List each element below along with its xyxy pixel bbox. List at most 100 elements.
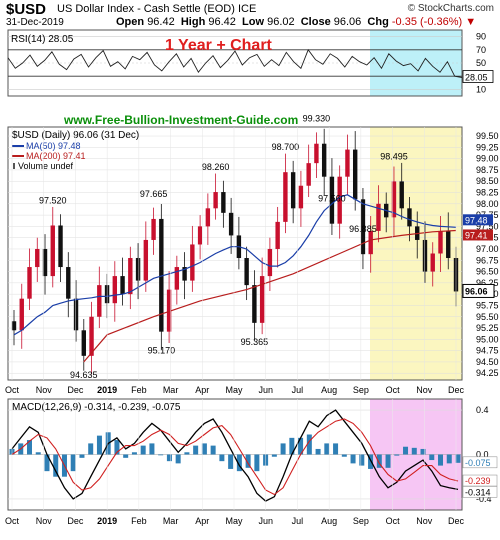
price-candle-body (182, 267, 187, 281)
ma200-line (83, 229, 457, 363)
price-candle-body (135, 258, 141, 281)
price-x-tick-label: Apr (195, 385, 209, 395)
price-candle-body (329, 176, 335, 224)
price-candle-body (360, 199, 366, 255)
macd-value-label: -0.314 (465, 487, 491, 497)
chg-value: -0.35 (-0.36%) (391, 16, 463, 28)
chart-symbol: $USD (6, 1, 47, 18)
macd-line (11, 409, 459, 502)
chart-date: 31-Dec-2019 (6, 17, 64, 28)
macd-x-tick-label: May (225, 516, 243, 526)
macd-tick-label: 0.0 (476, 450, 489, 460)
macd-histogram-bar (455, 454, 461, 463)
macd-histogram-bar (201, 443, 207, 455)
macd-x-tick-label: Oct (5, 516, 20, 526)
rsi-tick-label: 90 (476, 32, 486, 42)
rsi-tick-label: 70 (476, 45, 486, 55)
macd-x-tick-label: Apr (195, 516, 209, 526)
last-price-box (462, 283, 495, 298)
macd-histogram-bar (123, 454, 129, 458)
price-tick-label: 97.00 (476, 244, 499, 254)
price-point-label: 96.885 (349, 224, 377, 234)
price-candle-body (151, 218, 156, 240)
close-label: Close (300, 16, 331, 28)
ohlc-readout: Open 96.42 High 96.42 Low 96.02 Close 96… (116, 16, 476, 28)
price-panel-frame (7, 126, 463, 381)
price-candle-body (27, 267, 32, 299)
price-tick-label: 95.75 (476, 300, 499, 310)
ma50-legend-label: MA(50) 97.48 (26, 141, 81, 151)
macd-histogram-bar (219, 454, 225, 462)
price-candle-body (368, 230, 373, 255)
macd-histogram-bar (446, 454, 452, 464)
macd-histogram-bar (420, 448, 426, 455)
price-candle-body (430, 253, 435, 272)
macd-histogram-bar (350, 454, 356, 464)
macd-x-tick-label: Feb (131, 516, 147, 526)
price-tick-label: 98.00 (476, 199, 499, 209)
macd-histogram-bar (280, 443, 286, 455)
macd-x-tick-label: Dec (67, 516, 84, 526)
rsi-last-value-label: 28.05 (465, 73, 488, 83)
rsi-legend: RSI(14) 28.05 (11, 34, 74, 45)
price-point-label: 94.635 (70, 370, 98, 380)
price-tick-label: 95.50 (476, 312, 499, 322)
price-tick-label: 97.50 (476, 221, 499, 231)
price-point-label: 95.365 (241, 337, 269, 347)
macd-signal-line (11, 418, 459, 496)
macd-x-tick-label: Aug (321, 516, 337, 526)
price-candle-body (267, 248, 273, 277)
macd-tick-label: 0.4 (476, 405, 489, 415)
ma200-value-box (463, 229, 493, 241)
price-point-label: 98.495 (380, 151, 408, 161)
macd-histogram-bar (96, 435, 102, 455)
volume-legend-swatch (13, 163, 15, 169)
ma50-value-label: 97.48 (465, 215, 488, 225)
price-tick-label: 99.25 (476, 142, 499, 152)
rsi-line (7, 48, 463, 78)
macd-histogram-bar (403, 446, 409, 455)
price-tick-label: 94.50 (476, 357, 499, 367)
price-x-tick-label: Dec (67, 385, 84, 395)
macd-value-box (462, 486, 498, 498)
price-candle-body (345, 149, 350, 177)
instrument-name: US Dollar Index - Cash Settle (EOD) ICE (57, 3, 257, 15)
price-candle-body (159, 218, 164, 332)
price-candle-body (120, 276, 125, 295)
price-candle-body (35, 248, 40, 268)
macd-x-tick-label: 2019 (97, 516, 117, 526)
macd-histogram-bar (245, 454, 251, 468)
ma200-value-label: 97.41 (465, 230, 488, 240)
macd-x-tick-label: Jun (258, 516, 273, 526)
close-value: 96.06 (333, 16, 362, 28)
chg-label: Chg (367, 16, 389, 28)
price-tick-label: 95.00 (476, 334, 499, 344)
price-candle-body (66, 267, 71, 299)
macd-histogram-bar (359, 454, 365, 466)
open-value: 96.42 (147, 16, 175, 28)
price-candle-body (128, 258, 133, 295)
price-tick-label: 98.25 (476, 188, 499, 198)
price-candle-body (190, 244, 195, 281)
price-candle-body (166, 289, 172, 332)
price-candle-body (228, 212, 234, 236)
rsi-last-value-box (462, 70, 494, 83)
price-candle-body (306, 163, 311, 186)
macd-x-tick-label: Nov (36, 516, 53, 526)
macd-histogram-bar (368, 454, 374, 469)
price-point-label: 97.520 (39, 195, 67, 205)
price-point-label: 98.700 (272, 142, 300, 152)
macd-histogram-bar (53, 454, 59, 477)
price-x-tick-label: Aug (321, 385, 337, 395)
macd-x-tick-label: Jul (292, 516, 304, 526)
price-candle-body (422, 239, 428, 272)
open-label: Open (116, 16, 145, 28)
price-x-tick-label: Feb (131, 385, 147, 395)
price-candle-body (205, 208, 211, 227)
price-x-tick-label: Nov (36, 385, 53, 395)
price-tick-label: 94.25 (476, 368, 499, 378)
high-label: High (180, 16, 206, 28)
macd-value-box (462, 456, 498, 469)
macd-histogram-bar (70, 454, 76, 472)
